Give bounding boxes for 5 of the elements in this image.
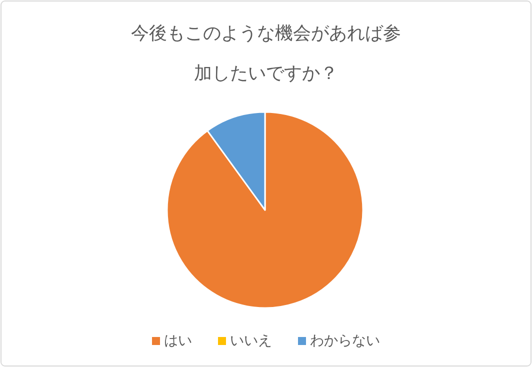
legend-label: わからない — [310, 333, 380, 349]
pie-slice — [166, 111, 364, 309]
chart-title: 今後もこのような機会があれば参加したいですか？ — [131, 22, 401, 86]
legend-label: はい — [164, 333, 192, 349]
legend-label: いいえ — [230, 333, 272, 349]
